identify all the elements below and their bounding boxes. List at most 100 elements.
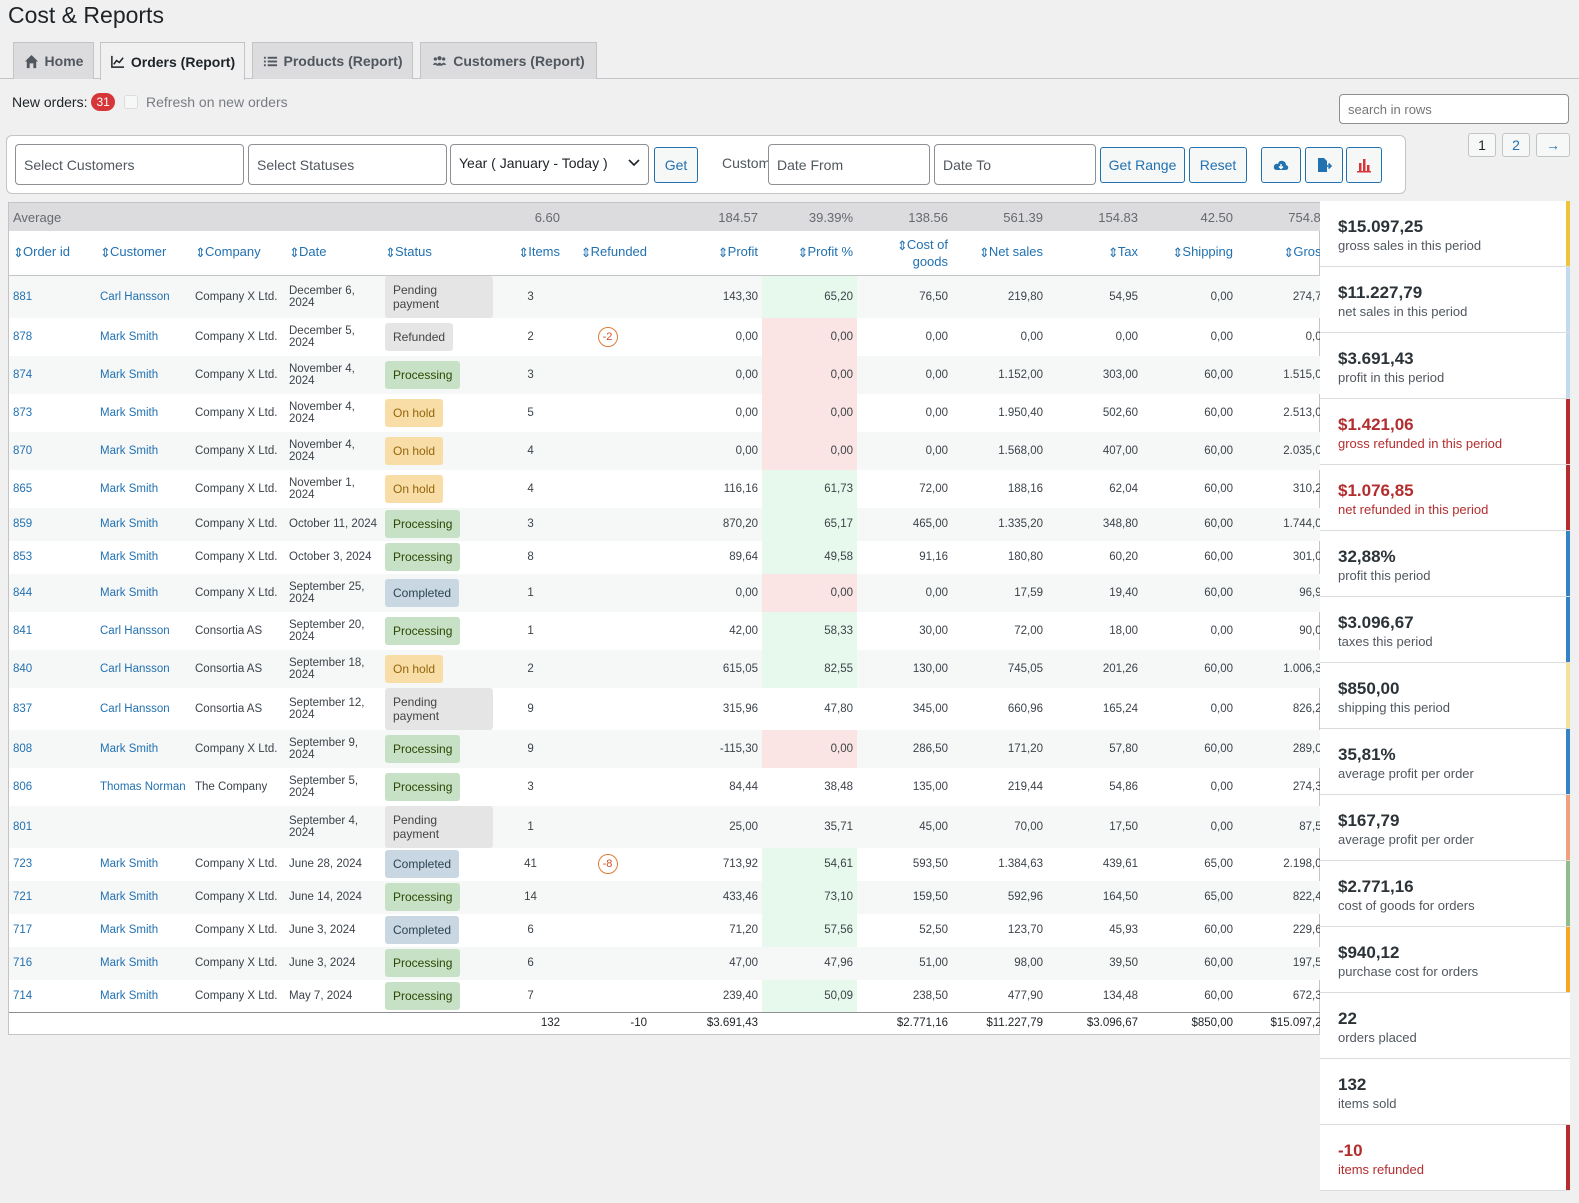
- customer-link[interactable]: Mark Smith: [100, 368, 159, 381]
- cost-cell: 593,50: [912, 858, 949, 870]
- chart-button[interactable]: [1346, 147, 1382, 183]
- col-date[interactable]: ⇕Date: [285, 231, 381, 276]
- tax-cell: 165,24: [1102, 702, 1139, 715]
- order-id-link[interactable]: 717: [13, 924, 33, 936]
- shipping-cell: 65,00: [1142, 880, 1238, 914]
- company-cell: Company X Ltd.: [195, 858, 278, 870]
- cloud-download-button[interactable]: [1261, 147, 1301, 183]
- stat-label: purchase cost for orders: [1338, 964, 1479, 979]
- date-from-field[interactable]: Date From: [768, 144, 930, 185]
- order-id-link[interactable]: 881: [13, 290, 33, 303]
- col-refunded[interactable]: ⇕Refunded: [564, 231, 652, 276]
- stat-label: items sold: [1338, 1096, 1397, 1111]
- shipping-cell: 60,00: [1204, 989, 1234, 1002]
- order-id-link[interactable]: 716: [13, 957, 33, 969]
- col-order-id[interactable]: ⇕Order id: [9, 231, 96, 276]
- col-shipping[interactable]: ⇕Shipping: [1142, 231, 1238, 276]
- tab-products-report[interactable]: Products (Report): [252, 42, 413, 79]
- date-cell: May 7, 2024: [289, 989, 353, 1002]
- customer-link[interactable]: Mark Smith: [100, 891, 159, 903]
- order-id-link[interactable]: 801: [13, 820, 33, 833]
- date-cell: September 5, 2024: [289, 774, 359, 799]
- customer-link[interactable]: Mark Smith: [100, 924, 159, 936]
- order-id-link[interactable]: 844: [13, 586, 33, 599]
- refunded-cell: [564, 649, 652, 688]
- customer-link[interactable]: Mark Smith: [100, 742, 159, 755]
- refresh-on-new-orders[interactable]: Refresh on new orders: [124, 94, 288, 110]
- select-customers-field[interactable]: Select Customers: [15, 144, 244, 185]
- profit-pct-cell: 65,20: [762, 275, 858, 318]
- col-company[interactable]: ⇕Company: [191, 231, 285, 276]
- order-id-link[interactable]: 806: [13, 780, 33, 793]
- order-id-link[interactable]: 878: [13, 330, 33, 343]
- customer-link[interactable]: Mark Smith: [100, 989, 159, 1002]
- col-net-sales[interactable]: ⇕Net sales: [952, 231, 1048, 276]
- col-profit[interactable]: ⇕Profit: [651, 231, 763, 276]
- customer-cell: Mark Smith: [96, 355, 191, 394]
- next-page-button[interactable]: →: [1536, 133, 1570, 157]
- reset-button[interactable]: Reset: [1189, 147, 1247, 183]
- period-select[interactable]: Year ( January - Today ): [450, 144, 649, 185]
- get-button[interactable]: Get: [654, 147, 698, 183]
- customer-link[interactable]: Mark Smith: [100, 586, 159, 599]
- customer-link[interactable]: Carl Hansson: [100, 662, 170, 675]
- search-rows-input[interactable]: [1339, 94, 1569, 124]
- stat-card: $15.097,25 gross sales in this period: [1320, 201, 1570, 267]
- order-id-link[interactable]: 870: [13, 444, 33, 457]
- order-id-link[interactable]: 859: [13, 518, 33, 530]
- customer-link[interactable]: Mark Smith: [100, 444, 159, 457]
- shipping-cell: 60,00: [1204, 924, 1234, 936]
- customer-link[interactable]: Carl Hansson: [100, 624, 170, 637]
- col-status[interactable]: ⇕Status: [381, 231, 498, 276]
- page-1-button[interactable]: 1: [1468, 133, 1496, 157]
- col-tax[interactable]: ⇕Tax: [1047, 231, 1143, 276]
- page-2-button[interactable]: 2: [1502, 133, 1530, 157]
- stat-card: $850,00 shipping this period: [1320, 663, 1570, 729]
- order-id-link[interactable]: 837: [13, 702, 33, 715]
- order-id-link[interactable]: 714: [13, 989, 33, 1002]
- customer-link[interactable]: Mark Smith: [100, 858, 159, 870]
- order-id-link[interactable]: 723: [13, 858, 33, 870]
- order-id-link[interactable]: 853: [13, 551, 33, 563]
- order-id-link[interactable]: 874: [13, 368, 33, 381]
- date-to-field[interactable]: Date To: [934, 144, 1096, 185]
- status-badge: On hold: [385, 654, 444, 683]
- customer-link[interactable]: Carl Hansson: [100, 702, 170, 715]
- tab-orders-report[interactable]: Orders (Report): [100, 42, 245, 80]
- order-id-link[interactable]: 841: [13, 624, 33, 637]
- customer-link[interactable]: Mark Smith: [100, 957, 159, 969]
- order-id-link[interactable]: 808: [13, 742, 33, 755]
- col-items[interactable]: ⇕Items: [497, 231, 565, 276]
- customer-link[interactable]: Mark Smith: [100, 406, 159, 419]
- shipping-cell: 60,00: [1142, 946, 1238, 980]
- tab-customers-report[interactable]: Customers (Report): [420, 42, 597, 79]
- customer-link[interactable]: Carl Hansson: [100, 290, 170, 303]
- customer-link[interactable]: Mark Smith: [100, 482, 159, 495]
- col-cost-of-goods[interactable]: ⇕Cost of goods: [857, 231, 953, 276]
- customer-link[interactable]: Mark Smith: [100, 518, 159, 530]
- cost-cell: 0,00: [857, 431, 953, 470]
- select-statuses-field[interactable]: Select Statuses: [248, 144, 447, 185]
- stat-card: $11.227,79 net sales in this period: [1320, 267, 1570, 333]
- customer-link[interactable]: Thomas Norman: [100, 780, 186, 793]
- order-id-link[interactable]: 721: [13, 891, 33, 903]
- col-profit-pct[interactable]: ⇕Profit %: [762, 231, 858, 276]
- col-customer[interactable]: ⇕Customer: [96, 231, 191, 276]
- order-id-link[interactable]: 840: [13, 662, 33, 675]
- refunded-cell: [564, 470, 651, 508]
- order-id-link[interactable]: 873: [13, 406, 33, 419]
- tab-home[interactable]: Home: [13, 42, 94, 79]
- net-sales-cell: 592,96: [952, 880, 1048, 914]
- refresh-checkbox[interactable]: [124, 95, 138, 109]
- gross-cell: 96,99: [1237, 573, 1333, 612]
- customer-link[interactable]: Mark Smith: [100, 330, 159, 343]
- customer-link[interactable]: Mark Smith: [100, 551, 159, 563]
- order-id-link[interactable]: 865: [13, 482, 33, 495]
- status-cell: On hold: [381, 431, 498, 470]
- order-id-cell: 714: [9, 980, 96, 1013]
- company-cell: [191, 805, 285, 848]
- export-file-button[interactable]: [1305, 147, 1343, 183]
- table-row: 840 Carl Hansson Consortia AS September 18,…: [9, 649, 1333, 688]
- get-range-button[interactable]: Get Range: [1100, 147, 1185, 183]
- col-gross[interactable]: ⇕Gross: [1237, 231, 1333, 276]
